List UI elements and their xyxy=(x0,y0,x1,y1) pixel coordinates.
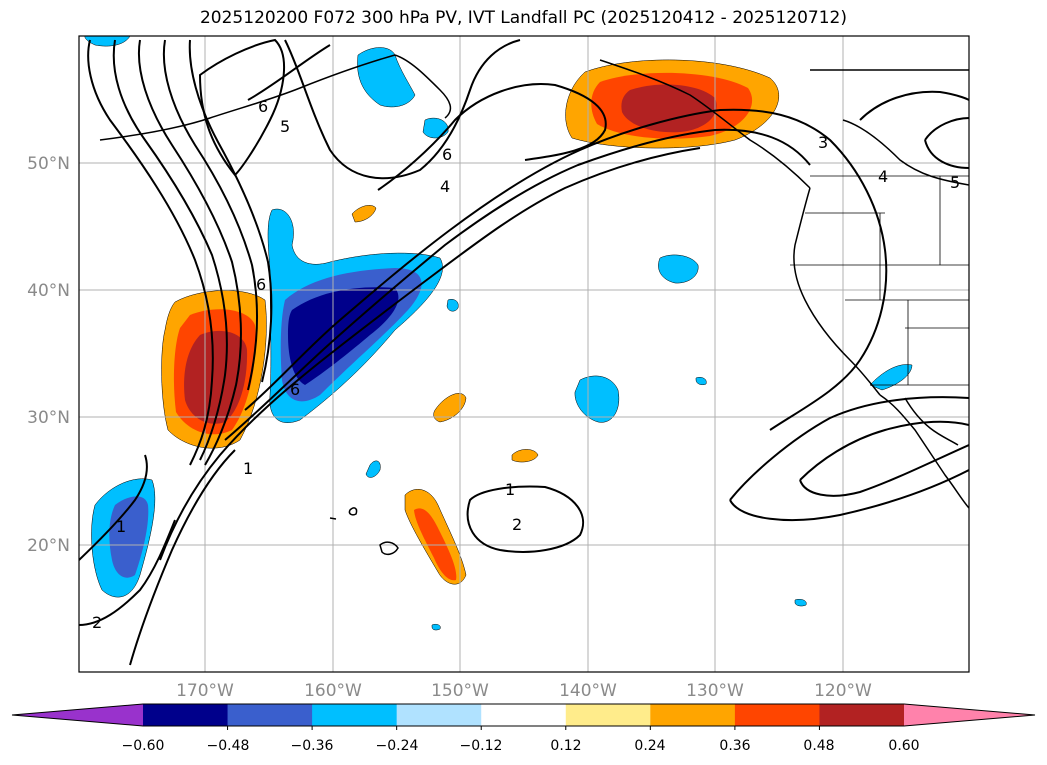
contour-label: 6 xyxy=(258,97,268,116)
contour-label: 1 xyxy=(116,517,126,536)
colorbar-swatch xyxy=(650,704,736,726)
lat-label: 30°N xyxy=(27,408,70,428)
colorbar-tick-label: 0.48 xyxy=(803,738,834,754)
pv-contour-labels: 6 5 6 4 6 3 4 5 1 1 2 1 2 6 xyxy=(92,97,960,632)
negative-blob-sw-inner xyxy=(109,496,149,578)
negative-blob-11 xyxy=(431,623,441,631)
lon-label: 120°W xyxy=(814,681,872,701)
lat-label: 50°N xyxy=(27,154,70,174)
lon-label: 150°W xyxy=(431,681,489,701)
contour-label: 4 xyxy=(440,177,450,196)
negative-blob-3 xyxy=(84,36,131,47)
colorbar-swatch xyxy=(143,704,229,726)
colorbar-swatch xyxy=(312,704,398,726)
contour-label: 2 xyxy=(512,515,522,534)
lon-label: 160°W xyxy=(304,681,362,701)
contour-label: 5 xyxy=(950,173,960,192)
colorbar-tick-label: −0.36 xyxy=(291,738,334,754)
lat-label: 20°N xyxy=(27,536,70,556)
map-title: 2025120200 F072 300 hPa PV, IVT Landfall… xyxy=(199,8,847,28)
lon-label: 140°W xyxy=(559,681,617,701)
contour-label: 1 xyxy=(505,480,515,499)
negative-anomaly-main-core xyxy=(288,287,399,385)
colorbar-tick-label: 0.60 xyxy=(888,738,919,754)
colorbar-labels: −0.60 −0.48 −0.36 −0.24 −0.12 0.12 0.24 … xyxy=(122,738,920,754)
colorbar-extend-high xyxy=(904,704,1035,726)
colorbar-tick-label: −0.60 xyxy=(122,738,165,754)
lon-label: 130°W xyxy=(686,681,744,701)
colorbar-tick-label: 0.24 xyxy=(634,738,665,754)
contour-label: 6 xyxy=(442,145,452,164)
colorbar-swatch xyxy=(481,704,567,726)
latitude-labels: 50°N 40°N 30°N 20°N xyxy=(27,154,70,556)
colorbar-swatch xyxy=(819,704,905,726)
contour-label: 4 xyxy=(878,167,888,186)
negative-blob-10 xyxy=(794,598,807,607)
map-frame xyxy=(78,35,970,673)
colorbar-outline xyxy=(11,703,1036,727)
colorbar-swatch xyxy=(734,704,820,726)
positive-blob-3 xyxy=(511,449,539,463)
negative-blob-4 xyxy=(658,254,699,284)
colorbar-swatch xyxy=(227,704,313,726)
contour-label: 5 xyxy=(280,117,290,136)
colorbar xyxy=(11,703,1036,730)
positive-blob-1 xyxy=(351,205,377,223)
negative-blob-2 xyxy=(422,117,449,139)
longitude-labels: 170°W 160°W 150°W 140°W 130°W 120°W xyxy=(176,681,872,701)
coastlines xyxy=(99,54,969,556)
lat-label: 40°N xyxy=(27,281,70,301)
contour-label: 3 xyxy=(818,133,828,152)
negative-blob-7 xyxy=(695,377,707,386)
negative-blob-6 xyxy=(446,299,459,312)
colorbar-tick-label: 0.12 xyxy=(550,738,581,754)
colorbar-tick-label: −0.48 xyxy=(207,738,250,754)
colorbar-swatch xyxy=(565,704,651,726)
negative-blob-9 xyxy=(869,364,913,391)
colorbar-tick-label: −0.24 xyxy=(376,738,419,754)
contour-label: 6 xyxy=(256,275,266,294)
contour-label: 1 xyxy=(243,459,253,478)
pv-contours xyxy=(79,38,969,666)
colorbar-swatch xyxy=(396,704,482,726)
colorbar-extend-low xyxy=(12,704,143,726)
contour-label: 2 xyxy=(92,613,102,632)
colorbar-tick-label: −0.12 xyxy=(460,738,503,754)
positive-blob-hawaii-inner xyxy=(414,508,457,581)
negative-blob-8 xyxy=(365,460,381,478)
contour-label: 6 xyxy=(290,380,300,399)
lon-label: 170°W xyxy=(176,681,234,701)
colorbar-tick-label: 0.36 xyxy=(719,738,750,754)
